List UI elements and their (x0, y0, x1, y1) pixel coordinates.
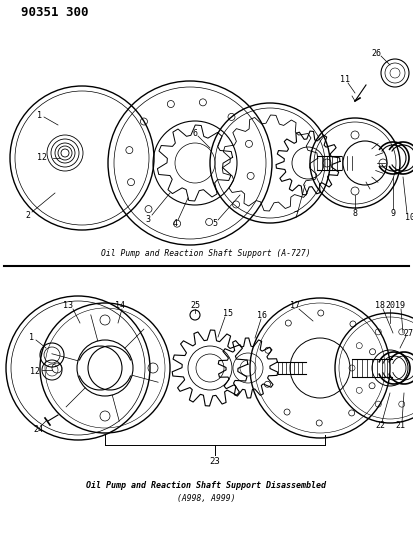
Text: 12: 12 (30, 367, 40, 376)
Text: 22: 22 (375, 421, 385, 430)
Text: 4: 4 (173, 220, 178, 229)
Text: 14: 14 (115, 301, 125, 310)
Text: 26: 26 (371, 49, 381, 58)
Text: 1: 1 (38, 110, 43, 119)
Text: 7: 7 (294, 211, 299, 220)
Text: 1: 1 (29, 334, 35, 343)
Text: 11: 11 (340, 76, 350, 85)
Text: 6: 6 (192, 128, 197, 138)
Text: 2: 2 (26, 211, 31, 220)
Text: 19: 19 (395, 301, 405, 310)
Text: 13: 13 (63, 301, 73, 310)
Text: 9: 9 (391, 208, 396, 217)
Text: 15: 15 (223, 309, 233, 318)
Text: (A998, A999): (A998, A999) (177, 494, 235, 503)
Text: 90351 300: 90351 300 (21, 6, 89, 20)
Text: 17: 17 (290, 301, 300, 310)
Text: 5: 5 (213, 220, 218, 229)
Text: 10: 10 (405, 213, 413, 222)
Text: 18: 18 (375, 301, 385, 310)
Text: 24: 24 (33, 425, 43, 434)
Text: 25: 25 (190, 301, 200, 310)
Text: Oil Pump and Reaction Shaft Support (A-727): Oil Pump and Reaction Shaft Support (A-7… (101, 249, 311, 259)
Text: 12: 12 (37, 154, 47, 163)
Text: 21: 21 (395, 421, 405, 430)
Text: 23: 23 (210, 456, 221, 465)
Text: 3: 3 (145, 214, 150, 223)
Text: 8: 8 (353, 208, 358, 217)
Text: 16: 16 (257, 311, 267, 319)
Text: Oil Pump and Reaction Shaft Support Disassembled: Oil Pump and Reaction Shaft Support Disa… (86, 481, 326, 489)
Text: 20: 20 (385, 301, 395, 310)
Text: 27: 27 (403, 328, 413, 337)
